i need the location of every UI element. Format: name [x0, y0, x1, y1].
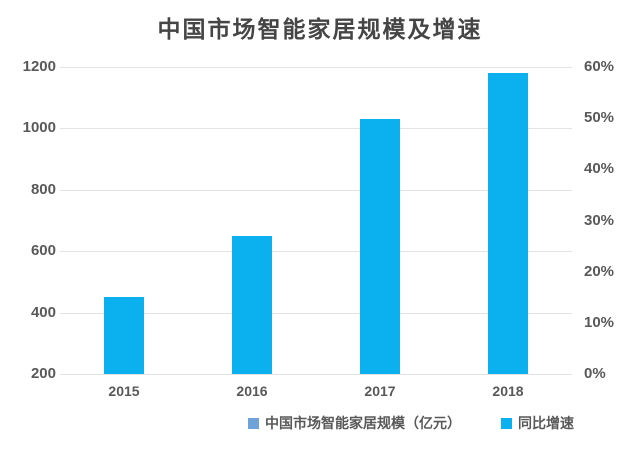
bar-2015	[104, 297, 144, 374]
y-right-tick-label: 50%	[584, 109, 615, 126]
legend-swatch-icon	[248, 418, 259, 429]
gridline	[60, 67, 572, 68]
gridline	[60, 374, 572, 375]
x-tick-label-2016: 2016	[236, 383, 268, 399]
y-right-tick-label: 60%	[584, 58, 615, 75]
legend-label: 同比增速	[518, 415, 574, 431]
y-right-tick-label: 30%	[584, 212, 615, 229]
plot-area	[60, 67, 572, 375]
gridline	[60, 190, 572, 191]
y-right-tick-label: 40%	[584, 160, 615, 177]
legend: 中国市场智能家居规模（亿元） 同比增速	[248, 413, 574, 433]
chart-title: 中国市场智能家居规模及增速	[157, 16, 483, 42]
y-right-tick-label: 10%	[584, 314, 615, 331]
gridline	[60, 128, 572, 129]
y-left-tick-label: 200	[30, 365, 56, 382]
y-right-tick-label: 0%	[584, 365, 606, 382]
x-tick-label-2017: 2017	[364, 383, 396, 399]
y-left-tick-label: 1200	[22, 58, 56, 75]
gridline	[60, 251, 572, 252]
x-tick-label-2015: 2015	[108, 383, 140, 399]
bar-2018	[488, 73, 528, 374]
legend-item-1: 同比增速	[501, 413, 574, 433]
y-left-tick-label: 600	[30, 242, 56, 259]
y-left-tick-label: 800	[30, 181, 56, 198]
legend-label: 中国市场智能家居规模（亿元）	[265, 415, 461, 431]
y-left-tick-label: 400	[30, 304, 56, 321]
y-left-tick-label: 1000	[22, 119, 56, 136]
gridline	[60, 313, 572, 314]
x-tick-label-2018: 2018	[492, 383, 524, 399]
legend-item-0: 中国市场智能家居规模（亿元）	[248, 413, 461, 433]
bar-2016	[232, 236, 272, 374]
y-right-tick-label: 20%	[584, 263, 615, 280]
bar-2017	[360, 119, 400, 374]
legend-swatch-icon	[501, 418, 512, 429]
